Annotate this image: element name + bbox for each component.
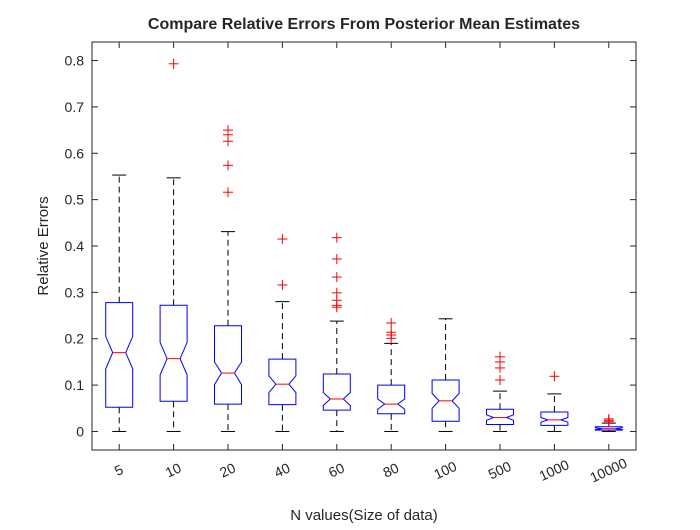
outlier-marker	[223, 125, 233, 136]
y-tick-label: 0.5	[65, 192, 85, 208]
outlier-marker	[223, 160, 233, 171]
y-tick-label: 0.1	[65, 377, 85, 393]
y-tick-label: 0.7	[65, 99, 85, 115]
x-tick-label: 100	[431, 458, 459, 482]
box-group-10: 10	[159, 42, 188, 481]
outlier-marker	[386, 327, 397, 338]
notched-box	[377, 384, 406, 415]
notched-box	[105, 302, 134, 408]
box-group-20: 20	[214, 42, 242, 481]
y-tick-label: 0.6	[65, 145, 85, 161]
axes-frame	[91, 41, 637, 451]
chart-title: Compare Relative Errors From Posterior M…	[148, 16, 580, 33]
outlier-marker	[495, 351, 505, 362]
box-group-5: 5	[105, 42, 134, 479]
x-tick-label: 40	[272, 459, 293, 480]
box-group-500: 500	[486, 42, 514, 482]
outlier-marker	[331, 272, 342, 283]
box-group-40: 40	[268, 42, 297, 481]
x-tick-label: 5	[112, 461, 126, 479]
y-axis-label: Relative Errors	[35, 196, 52, 295]
outlier-marker	[603, 413, 614, 424]
x-tick-label: 10000	[587, 455, 629, 486]
box-group-100: 100	[431, 42, 460, 482]
x-tick-label: 80	[380, 459, 401, 480]
outlier-marker	[331, 253, 342, 264]
outlier-marker	[331, 287, 342, 298]
outlier-marker	[277, 234, 288, 245]
box-group-1000: 1000	[536, 42, 572, 484]
notched-box	[594, 426, 623, 431]
outlier-marker	[331, 232, 342, 243]
x-tick-label: 10	[163, 459, 184, 480]
notched-box	[159, 304, 188, 402]
plot-layer: 0 0.1 0.2 0.3 0.4 0.5 0.6 0.7 0.8 5 10 20 40 60 80 100 5…	[65, 41, 637, 486]
outlier-marker	[277, 279, 288, 290]
outlier-marker	[495, 374, 505, 385]
x-tick-label: 20	[217, 459, 238, 480]
notched-box	[540, 411, 569, 426]
x-tick-label: 60	[326, 459, 347, 480]
y-tick-label: 0	[76, 423, 84, 439]
x-tick-label: 500	[486, 458, 514, 482]
outlier-marker	[386, 317, 397, 328]
box-group-10000: 10000	[587, 42, 630, 486]
outlier-marker	[168, 58, 179, 69]
box-group-80: 80	[377, 42, 406, 481]
notched-box	[214, 325, 242, 405]
outlier-marker	[549, 371, 560, 382]
y-tick-label: 0.2	[65, 331, 85, 347]
y-tick-label: 0.3	[65, 284, 85, 300]
notched-box	[322, 373, 351, 411]
notched-box	[268, 358, 297, 406]
box-group-60: 60	[322, 42, 351, 481]
notched-box	[486, 408, 514, 425]
x-axis-label: N values(Size of data)	[290, 507, 438, 524]
y-tick-label: 0.8	[65, 53, 85, 69]
y-tick-label: 0.4	[65, 238, 85, 254]
notched-box	[431, 379, 460, 422]
outlier-marker	[223, 187, 233, 198]
x-tick-label: 1000	[536, 456, 571, 484]
